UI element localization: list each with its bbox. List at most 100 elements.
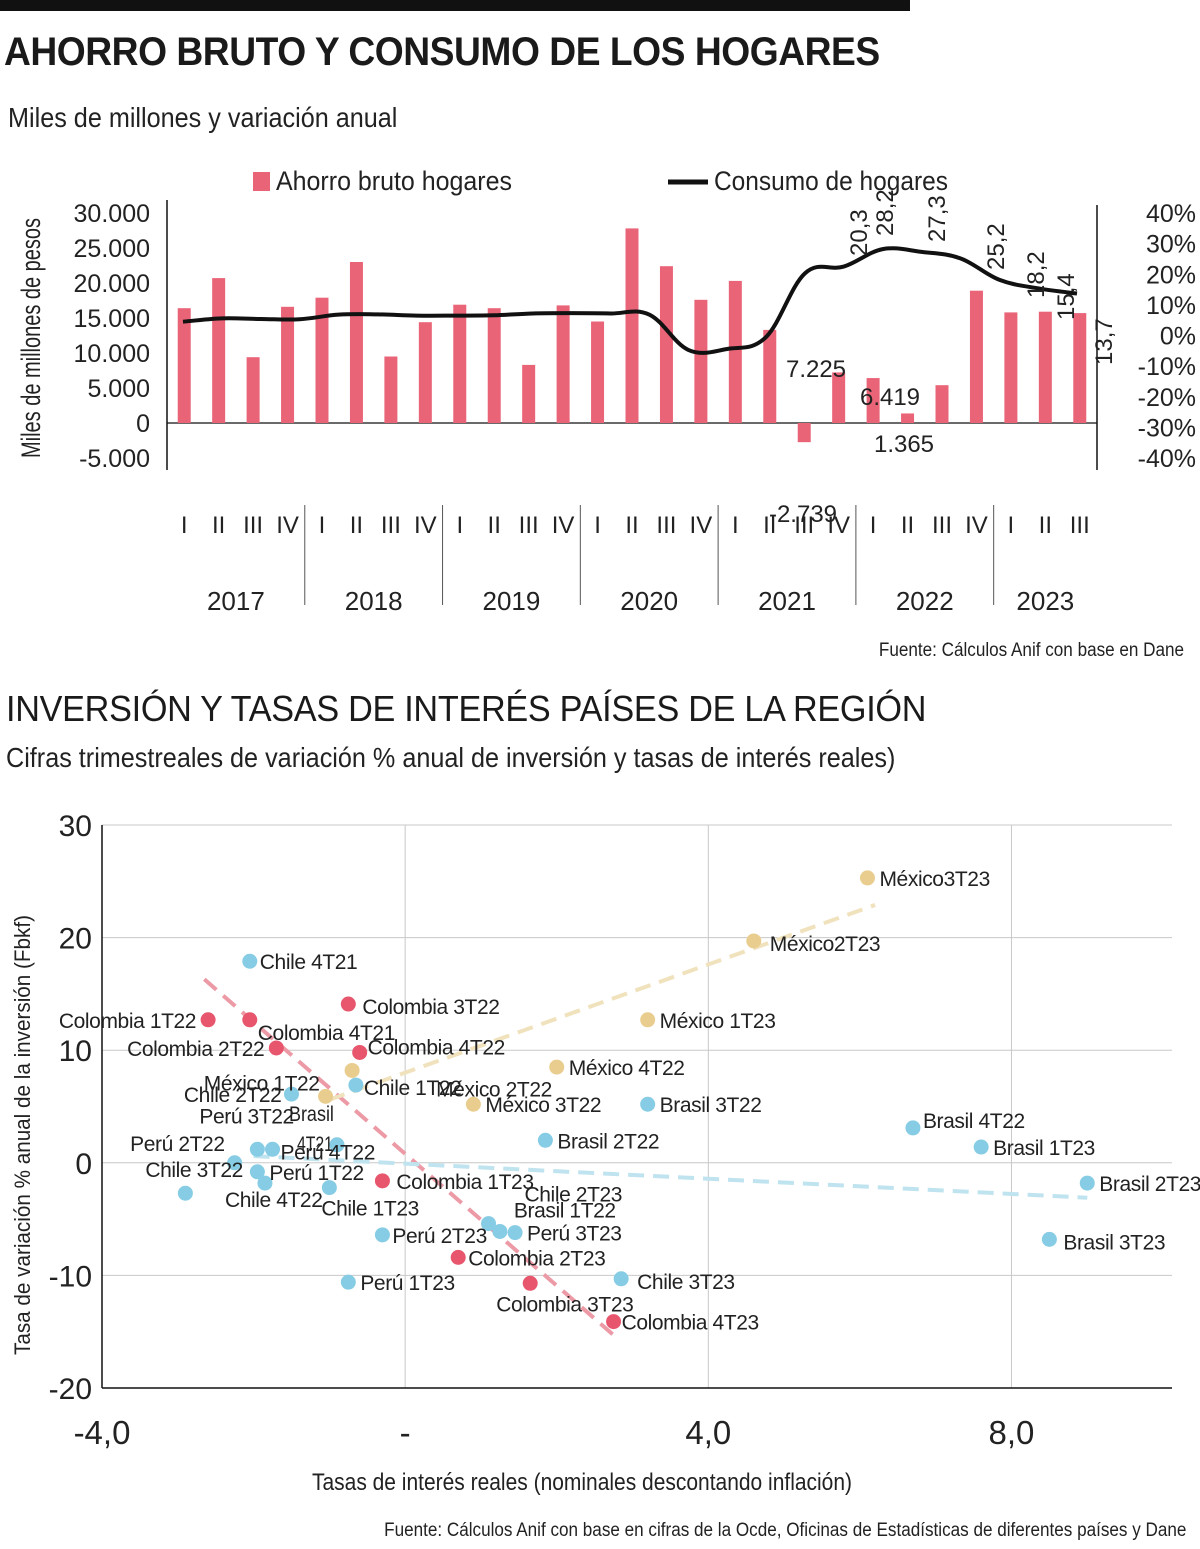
trendline-blue [253,1154,1088,1200]
bar [797,423,811,443]
bar-label: -2.739 [769,501,837,528]
trendline-mexico [328,903,876,1102]
top-rule [0,0,910,11]
quarter-label: III [1070,512,1090,539]
y2-tick-label: 0% [1160,323,1196,351]
year-label: 2023 [1016,586,1074,616]
bar [453,304,467,423]
y-tick-label: 20.000 [74,270,150,298]
year-label: 2017 [207,586,265,616]
data-point [340,1274,356,1290]
data-point [859,870,875,886]
bar [522,364,536,423]
line-value-label: 27,3 [924,195,951,242]
point-label: Brasil 3T22 [660,1094,762,1117]
quarter-label: IV [276,512,299,539]
y2-tick-label: -40% [1138,445,1196,473]
y-tick-label: -10 [49,1260,92,1293]
quarter-label: I [732,512,739,539]
bar [246,357,260,423]
bar [281,306,295,423]
point-label: Perú 1T23 [360,1272,454,1295]
bar [728,280,742,423]
y-tick-label: 20 [59,923,92,956]
year-label: 2018 [345,586,403,616]
point-label: Chile 4T22 [225,1189,323,1212]
quarter-label: II [901,512,914,539]
point-label: México 1T23 [660,1010,776,1033]
point-label: Perú 3T23 [527,1223,621,1246]
point-label: Chile 1T22 [364,1077,462,1100]
data-point [268,1040,284,1056]
quarter-label: III [243,512,263,539]
data-point [465,1096,481,1112]
quarter-label: I [1008,512,1015,539]
chart2-source: Fuente: Cálculos Anif con base en cifras… [383,1520,1186,1541]
data-point [640,1012,656,1028]
y-tick-label: -20 [49,1373,92,1406]
quarter-label: II [212,512,225,539]
point-label: Brasil 3T23 [1063,1231,1165,1254]
legend-bar-swatch [253,172,270,191]
data-point [481,1216,497,1232]
section2-title: INVERSIÓN Y TASAS DE INTERÉS PAÍSES DE L… [6,688,927,729]
y2-tick-label: 10% [1146,292,1196,320]
data-point [507,1225,523,1241]
quarter-label: IV [414,512,437,539]
data-point [344,1062,360,1078]
y-axis-label: Miles de millones de pesos [16,218,46,458]
y2-tick-label: -20% [1138,384,1196,412]
bar [418,322,432,423]
y-tick-label: 25.000 [74,235,150,263]
point-label: Colombia 2T22 [127,1038,264,1061]
point-label: Chile 4T21 [260,951,358,974]
point-label: México 2T22 [436,1078,552,1101]
bar [487,308,501,423]
bar [901,413,915,423]
quarter-label: II [350,512,363,539]
data-point [265,1141,281,1157]
data-point [283,1086,299,1102]
year-label: 2022 [896,586,954,616]
data-point [340,996,356,1012]
point-label: Colombia 3T23 [496,1293,633,1316]
quarter-label: II [488,512,501,539]
point-label: Chile 3T23 [637,1271,735,1294]
data-point [257,1175,273,1191]
bar [659,266,673,423]
point-label: Chile 2T23 [525,1184,623,1207]
data-point [905,1120,921,1136]
bar [866,378,880,423]
point-label: 4T21 [297,1133,333,1156]
bar [1004,312,1018,423]
year-label: 2019 [483,586,541,616]
data-point [200,1012,216,1028]
point-label: Colombia 1T22 [59,1010,196,1033]
year-label: 2020 [620,586,678,616]
line-value-label: 18,2 [1023,251,1050,298]
savings-consumption-chart: Ahorro bruto hogares Consumo de hogares Mi… [16,166,1196,616]
point-label: Brasil [289,1103,334,1126]
bar [591,321,605,423]
point-label: Perú 2T22 [130,1133,224,1156]
line-value-label: 15,4 [1053,273,1080,320]
point-label: Colombia 3T22 [362,996,499,1019]
data-point [242,1012,258,1028]
quarter-label: I [870,512,877,539]
data-point [348,1077,364,1093]
x-tick-label: 4,0 [685,1414,731,1451]
bar [212,278,226,423]
data-point [249,1141,265,1157]
point-label: Brasil 2T22 [557,1130,659,1153]
data-point [746,933,762,949]
quarter-label: I [319,512,326,539]
data-point [318,1088,334,1104]
chart1-subtitle: Miles de millones y variación anual [8,102,398,133]
quarter-label: I [456,512,463,539]
data-point [352,1044,368,1060]
data-point [973,1139,989,1155]
bar [384,356,398,423]
bar [935,385,949,423]
bar-label: 7.225 [786,356,846,383]
quarter-label: IV [827,512,850,539]
